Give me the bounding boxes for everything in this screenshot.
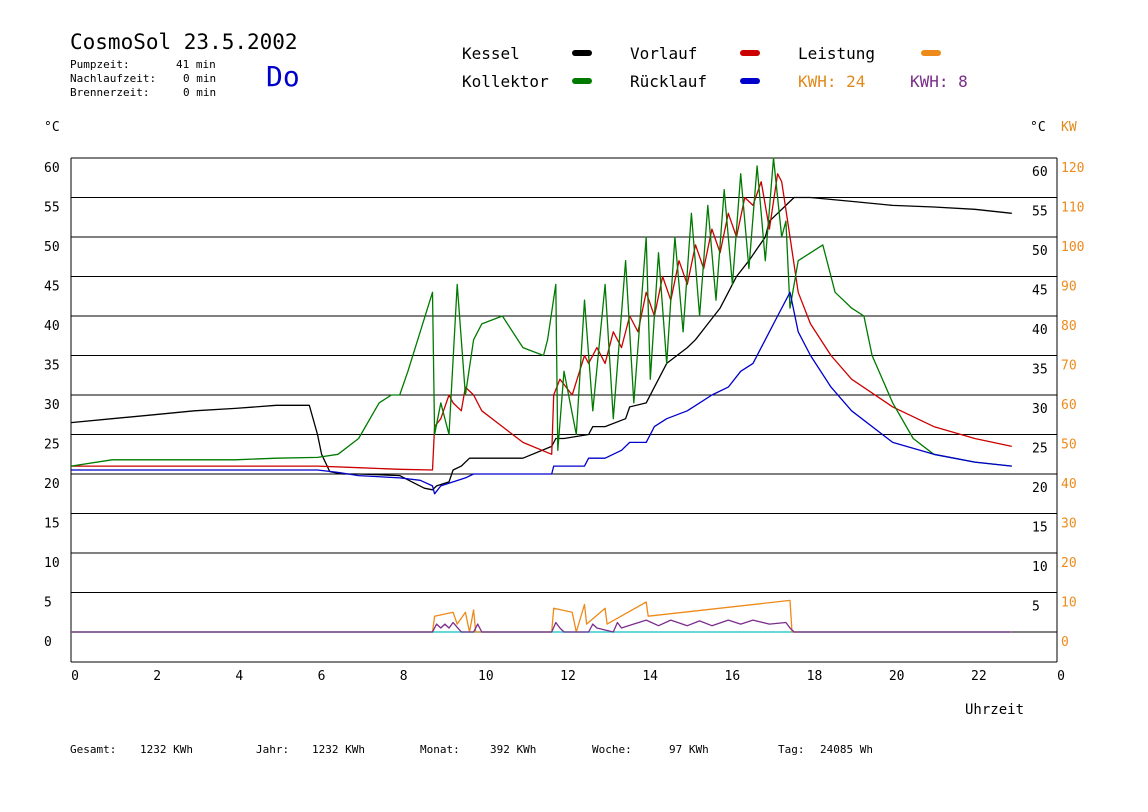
y-tick-label-right-power: 20 [1061,556,1077,571]
y-tick-label-right-power: 120 [1061,161,1084,176]
footer-gesamt-value: 1232 KWh [140,743,193,756]
footer-gesamt-label: Gesamt: [70,743,117,756]
footer-monat-value: 392 KWh [490,743,537,756]
right-axis-unit-power: KW [1061,120,1077,135]
chart-title: CosmoSol 23.5.2002 [70,30,298,54]
x-tick-label: 16 [725,669,741,684]
stat-label-pumpzeit: Pumpzeit: [70,58,130,71]
series-line-leistung [71,599,1012,633]
x-tick-label: 22 [971,669,987,684]
footer-jahr-label: Jahr: [256,743,290,756]
stat-value-pumpzeit: 41 min [176,58,216,71]
footer-jahr-value: 1232 KWh [312,743,365,756]
y-tick-label-left: 10 [44,556,60,571]
footer-monat-label: Monat: [420,743,460,756]
y-tick-label-right-power: 110 [1061,201,1084,216]
y-tick-label-right-temp: 45 [1032,284,1048,299]
y-tick-label-right-power: 10 [1061,596,1077,611]
y-tick-label-left: 60 [44,161,60,176]
x-tick-label: 14 [642,669,658,684]
legend-kwh-purple: KWH: 8 [910,72,968,91]
y-tick-label-right-temp: 35 [1032,363,1048,378]
y-tick-label-right-power: 60 [1061,398,1077,413]
y-tick-label-right-power: 40 [1061,477,1077,492]
series-line-kwh [71,619,1012,633]
x-axis-label: Uhrzeit [965,702,1025,718]
x-tick-label: 6 [318,669,326,684]
y-tick-label-right-power: 0 [1061,635,1069,650]
y-tick-label-right-temp: 50 [1032,244,1048,259]
y-tick-label-right-temp: 55 [1032,205,1048,220]
legend-leistung-label: Leistung [798,44,876,63]
y-tick-label-left: 55 [44,201,60,216]
legend-kessel-label: Kessel [462,44,520,63]
y-tick-label-left: 50 [44,240,60,255]
legend-vorlauf-label: Vorlauf [630,44,698,63]
y-tick-label-right-temp: 5 [1032,600,1040,615]
series-line-r-cklauf [71,291,1012,495]
x-tick-label: 2 [153,669,161,684]
footer-tag-label: Tag: [778,743,805,756]
y-tick-label-right-power: 80 [1061,319,1077,334]
y-tick-label-left: 20 [44,477,60,492]
y-tick-label-right-temp: 60 [1032,165,1048,180]
x-tick-label: 0 [71,669,79,684]
footer-woche-label: Woche: [592,743,632,756]
y-tick-label-right-temp: 20 [1032,481,1048,496]
x-tick-label: 4 [235,669,243,684]
y-tick-label-left: 40 [44,319,60,334]
y-tick-label-right-power: 90 [1061,280,1077,295]
series-line-kollektor [70,157,1012,467]
legend-kessel-swatch [572,50,592,56]
legend-vorlauf-swatch [740,50,760,56]
y-tick-label-left: 35 [44,359,60,374]
y-tick-label-left: 0 [44,635,52,650]
x-tick-label: 0 [1057,669,1065,684]
y-tick-label-right-power: 100 [1061,240,1084,255]
x-tick-label: 18 [807,669,823,684]
legend-ruecklauf-swatch [740,78,760,84]
stat-label-brennerzeit: Brennerzeit: [70,86,150,99]
y-tick-label-right-temp: 15 [1032,521,1048,536]
y-tick-label-right-temp: 30 [1032,402,1048,417]
footer-tag-value: 24085 Wh [820,743,873,756]
stat-label-nachlaufzeit: Nachlaufzeit: [70,72,157,85]
y-tick-label-left: 25 [44,438,60,453]
x-tick-label: 10 [478,669,494,684]
y-tick-label-left: 45 [44,280,60,295]
stat-value-brennerzeit: 0 min [183,86,217,99]
x-tick-label: 8 [400,669,408,684]
series-line-kessel [70,196,1012,491]
y-tick-label-right-power: 70 [1061,359,1077,374]
y-tick-label-right-power: 50 [1061,438,1077,453]
y-tick-label-right-temp: 40 [1032,323,1048,338]
stat-value-nachlaufzeit: 0 min [183,72,217,85]
y-tick-label-left: 15 [44,517,60,532]
legend-kollektor-swatch [572,78,592,84]
legend-kollektor-label: Kollektor [462,72,549,91]
y-tick-label-left: 30 [44,398,60,413]
legend-leistung-swatch [921,50,941,56]
left-axis-unit: °C [44,120,60,135]
legend-ruecklauf-label: Rücklauf [630,72,708,91]
legend-kwh-orange: KWH: 24 [798,72,866,91]
series-line-vorlauf [71,173,1012,471]
y-tick-label-right-temp: 25 [1032,442,1048,457]
y-tick-label-left: 5 [44,596,52,611]
footer-woche-value: 97 KWh [669,743,709,756]
right-axis-unit-temp: °C [1030,120,1046,135]
y-tick-label-right-power: 30 [1061,517,1077,532]
y-tick-label-right-temp: 10 [1032,560,1048,575]
x-tick-label: 12 [560,669,576,684]
weekday-label: Do [266,60,300,93]
x-tick-label: 20 [889,669,905,684]
